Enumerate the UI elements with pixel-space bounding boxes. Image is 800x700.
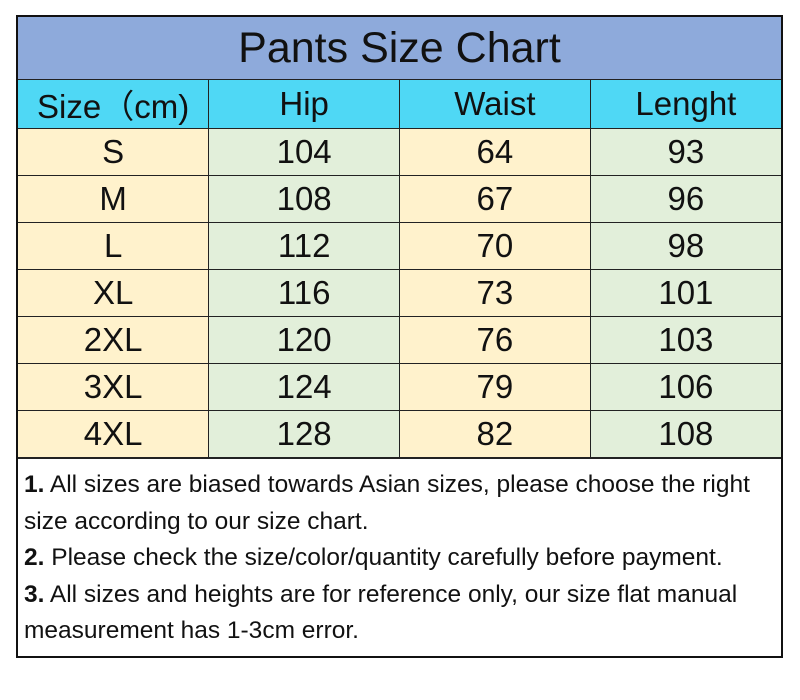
cell-size: 3XL [18, 363, 210, 411]
table-row: L 112 70 98 [18, 222, 781, 270]
table-row: M 108 67 96 [18, 175, 781, 223]
cell-size: XL [18, 269, 210, 317]
cell-length: 106 [589, 363, 781, 411]
cell-hip: 124 [208, 363, 400, 411]
size-chart: Pants Size Chart Size（cm) Hip Waist Leng… [16, 15, 783, 658]
table-row: XL 116 73 101 [18, 269, 781, 317]
cell-size: S [18, 128, 210, 176]
cell-waist: 70 [399, 222, 591, 270]
note-1: 1. All sizes are biased towards Asian si… [24, 471, 750, 535]
cell-waist: 76 [399, 316, 591, 364]
header-waist: Waist [399, 79, 591, 129]
cell-waist: 73 [399, 269, 591, 317]
cell-size: M [18, 175, 210, 223]
cell-size: 4XL [18, 410, 210, 458]
cell-length: 108 [589, 410, 781, 458]
cell-hip: 104 [208, 128, 400, 176]
header-size: Size（cm) [18, 79, 210, 129]
header-row: Size（cm) Hip Waist Lenght [18, 79, 781, 129]
cell-size: 2XL [18, 316, 210, 364]
cell-size: L [18, 222, 210, 270]
header-hip: Hip [208, 79, 400, 129]
notes: 1. All sizes are biased towards Asian si… [18, 458, 781, 656]
cell-hip: 116 [208, 269, 400, 317]
cell-hip: 108 [208, 175, 400, 223]
header-length: Lenght [589, 79, 781, 129]
cell-waist: 82 [399, 410, 591, 458]
cell-length: 103 [589, 316, 781, 364]
cell-length: 98 [589, 222, 781, 270]
table-row: 4XL 128 82 108 [18, 410, 781, 458]
size-table: Pants Size Chart Size（cm) Hip Waist Leng… [18, 17, 781, 458]
cell-length: 93 [589, 128, 781, 176]
table-row: 3XL 124 79 106 [18, 363, 781, 411]
cell-hip: 128 [208, 410, 400, 458]
cell-waist: 67 [399, 175, 591, 223]
chart-title: Pants Size Chart [18, 17, 781, 80]
cell-hip: 112 [208, 222, 400, 270]
cell-hip: 120 [208, 316, 400, 364]
table-row: 2XL 120 76 103 [18, 316, 781, 364]
cell-waist: 64 [399, 128, 591, 176]
note-3: 3. All sizes and heights are for referen… [24, 580, 738, 645]
note-2: 2. Please check the size/color/quantity … [24, 544, 723, 571]
table-row: S 104 64 93 [18, 128, 781, 176]
cell-length: 101 [589, 269, 781, 317]
cell-waist: 79 [399, 363, 591, 411]
cell-length: 96 [589, 175, 781, 223]
